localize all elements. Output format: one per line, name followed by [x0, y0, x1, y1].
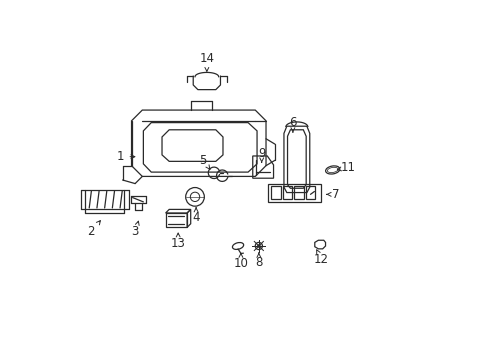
Circle shape — [257, 244, 260, 247]
Text: 12: 12 — [313, 250, 328, 266]
Text: 4: 4 — [192, 208, 200, 224]
Circle shape — [255, 242, 262, 249]
Text: 1: 1 — [117, 150, 135, 163]
Text: 6: 6 — [288, 116, 296, 132]
Text: 3: 3 — [131, 221, 139, 238]
Text: 2: 2 — [87, 221, 100, 238]
Text: 5: 5 — [199, 154, 209, 169]
Text: 10: 10 — [233, 253, 248, 270]
Text: 9: 9 — [258, 147, 265, 162]
Text: 13: 13 — [170, 233, 185, 250]
Text: 7: 7 — [326, 188, 339, 201]
Text: 11: 11 — [337, 161, 355, 174]
Text: 14: 14 — [199, 51, 214, 71]
Text: 8: 8 — [255, 253, 262, 269]
